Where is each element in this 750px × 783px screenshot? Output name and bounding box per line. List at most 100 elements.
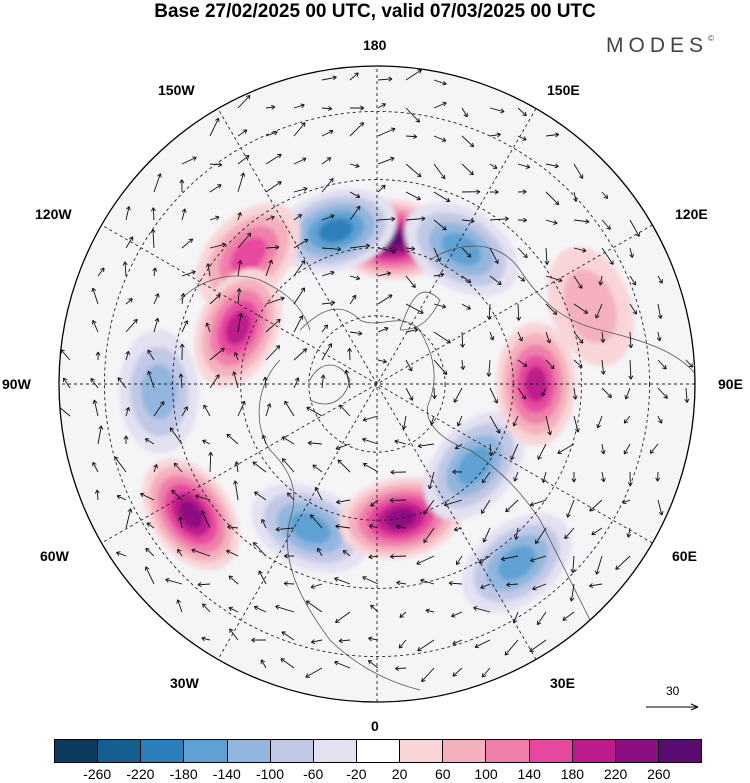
wind-vector [283,581,295,587]
colorbar-segment [184,740,228,762]
colorbar-segment [615,740,659,762]
wind-vector [146,522,155,529]
colorbar-tick-label: 20 [391,766,408,782]
wind-vector [251,637,267,643]
wind-vector [601,247,614,265]
wind-vector [92,461,99,473]
wind-vector [517,217,528,223]
lon-label-120e: 120E [675,206,708,222]
wind-vector [395,524,407,530]
wind-vector [92,399,99,417]
wind-vector [265,318,281,333]
wind-vector [489,415,501,434]
wind-vector [623,443,631,455]
wind-vector [460,331,466,348]
wind-vector [200,510,211,529]
wind-vector [169,427,183,445]
wind-vector [349,122,365,137]
wind-vector [334,660,351,669]
wind-vector [237,212,242,221]
wind-vector [489,247,499,264]
wind-vector [628,331,634,349]
wind-vector [265,215,275,221]
wind-vector [201,636,211,642]
wind-vector [591,527,603,536]
wind-vector [405,107,421,123]
wind-vector [195,494,211,501]
wind-vector [600,443,606,455]
wind-vector [377,247,396,254]
wind-vector [405,191,421,201]
wind-vector [173,462,183,473]
wind-vector [117,377,127,389]
wind-vector [180,293,186,305]
wind-vector [517,387,527,400]
wind-vector [321,300,336,306]
wind-vector [461,189,481,195]
wind-vector [116,551,127,557]
wind-vector [94,489,100,501]
wind-vector [405,69,422,81]
wind-vector [628,359,634,380]
wind-vector [505,499,519,513]
wind-vector [179,179,185,193]
wind-vector [517,247,528,259]
wind-vector [600,359,606,375]
wind-vector [573,303,589,314]
wind-vector [461,135,475,148]
wind-vector [545,191,560,206]
wind-vector [377,271,391,277]
wind-vector [181,208,187,221]
wind-vector [63,377,71,389]
wind-vector [205,322,211,333]
wind-vector [349,163,360,169]
wind-vector [433,163,446,180]
polar-map [58,65,699,711]
wind-vector [623,415,631,424]
anomaly-field [119,188,634,613]
wind-vector [334,577,351,585]
colorbar-tick-label: -100 [255,766,285,782]
brand-logo: MODES© [606,34,714,57]
lon-label-30w: 30W [170,675,199,691]
wind-vector [570,555,576,573]
anomaly-center [142,458,240,571]
wind-vector [480,583,491,590]
anomaly-center [547,246,634,367]
wind-vector [405,216,426,222]
wind-vector [237,154,250,165]
wind-vector [147,370,155,389]
wind-vector [321,157,332,165]
colorbar-tick-label: -60 [303,766,324,782]
wind-vector [433,303,447,309]
wind-vector [305,667,323,678]
wind-vector [260,659,267,669]
wind-vector [228,575,239,585]
colorbar-tick-label: -260 [83,766,112,782]
wind-vector [461,247,472,258]
wind-vector [452,639,463,646]
wind-vector [293,157,307,165]
wind-vector [252,461,267,473]
wind-vector [537,443,547,460]
wind-vector [481,471,491,484]
anomaly-center [424,411,525,520]
wind-vector [347,348,353,361]
colorbar-tick-label: -140 [212,766,241,782]
wind-vector [203,404,211,417]
wind-vector [237,129,248,137]
wind-vector [396,580,407,586]
wind-vector [125,206,131,221]
wind-vector [601,191,609,199]
wind-vector [566,499,575,518]
wind-vector [275,604,295,613]
wind-vector [398,639,407,649]
wind-vector [233,352,239,361]
wind-vector [433,101,447,109]
wind-vector [91,287,99,305]
wind-vector [209,374,220,389]
lon-label-90e: 90E [718,376,743,392]
anomaly-center [339,477,463,560]
wind-vector [338,638,351,644]
wind-vector [123,435,129,445]
